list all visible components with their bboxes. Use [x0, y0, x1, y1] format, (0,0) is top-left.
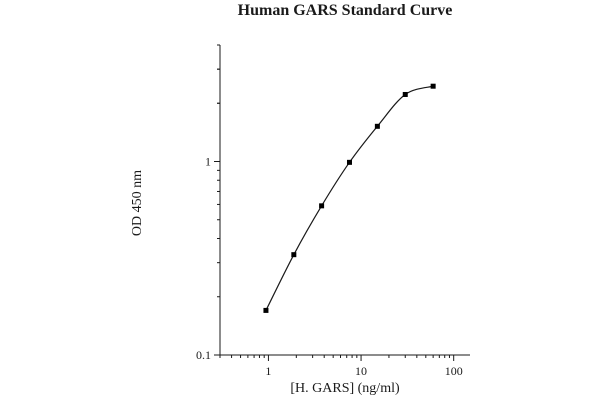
axes	[219, 45, 470, 356]
y-tick-label: 0.1	[196, 348, 211, 362]
y-axis-label: OD 450 nm	[130, 170, 145, 236]
data-point	[319, 203, 325, 209]
data-point	[263, 307, 269, 313]
data-point	[374, 123, 380, 129]
x-tick-label: 100	[445, 364, 463, 378]
x-axis-label: [H. GARS] (ng/ml)	[290, 381, 400, 396]
ticks: 1 10 100 0.1 1	[196, 44, 463, 378]
data-points	[263, 83, 436, 313]
data-point	[346, 159, 352, 165]
y-tick-label: 1	[205, 154, 211, 168]
data-point	[430, 83, 436, 89]
data-point	[402, 91, 408, 97]
x-tick-label: 1	[265, 364, 271, 378]
x-tick-label: 10	[355, 364, 367, 378]
data-point	[291, 252, 297, 258]
series-line	[265, 85, 434, 311]
chart-title: Human GARS Standard Curve	[238, 2, 453, 19]
